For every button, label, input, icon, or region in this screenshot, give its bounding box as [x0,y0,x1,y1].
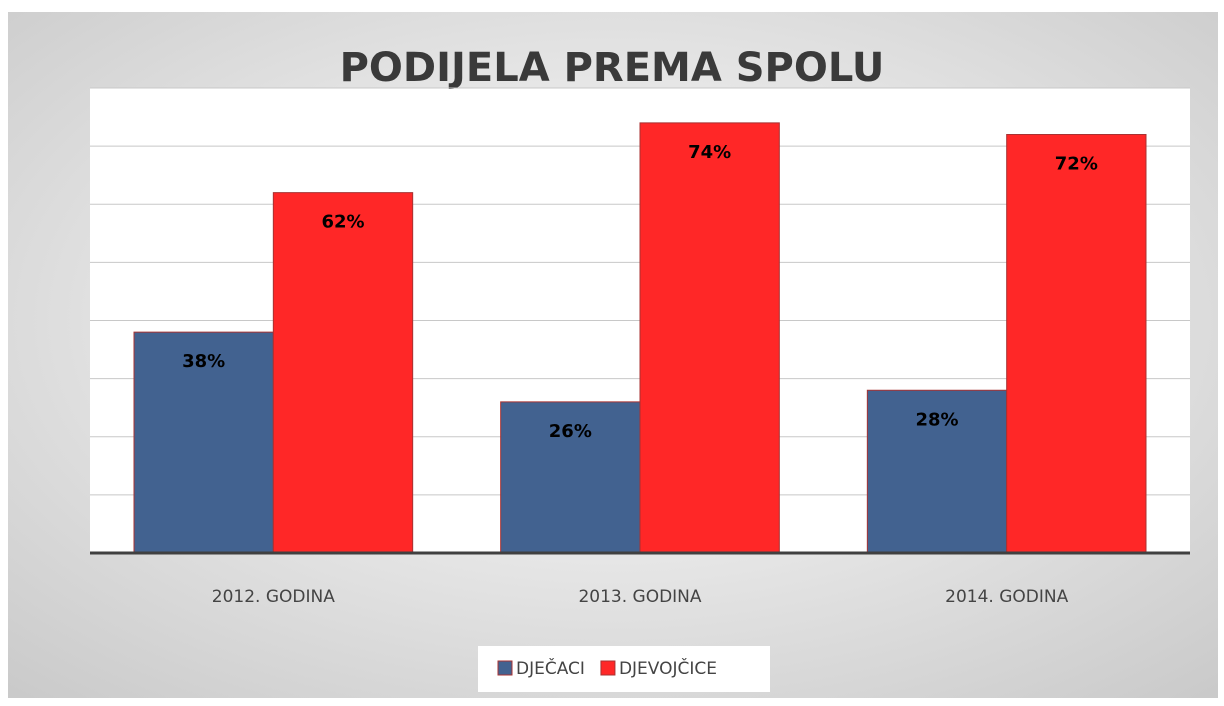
legend-swatch [497,660,513,676]
data-label: 62% [321,212,364,233]
x-tick-label: 2013. GODINA [578,587,701,607]
chart-title: PODIJELA PREMA SPOLU [340,45,885,91]
data-label: 26% [549,421,592,442]
legend-label: DJEVOJČICE [619,657,717,679]
bar [866,389,1008,554]
x-tick-label: 2012. GODINA [212,587,335,607]
legend-swatch [600,660,616,676]
x-tick-label: 2014. GODINA [945,587,1068,607]
data-label: 74% [688,142,731,163]
bar [1006,134,1147,554]
legend-label: DJEČACI [516,657,585,679]
bar [639,122,780,554]
data-label: 38% [182,351,225,372]
legend-box [478,646,770,692]
bar [272,192,414,554]
data-label: 28% [915,409,958,430]
data-label: 72% [1055,154,1098,175]
